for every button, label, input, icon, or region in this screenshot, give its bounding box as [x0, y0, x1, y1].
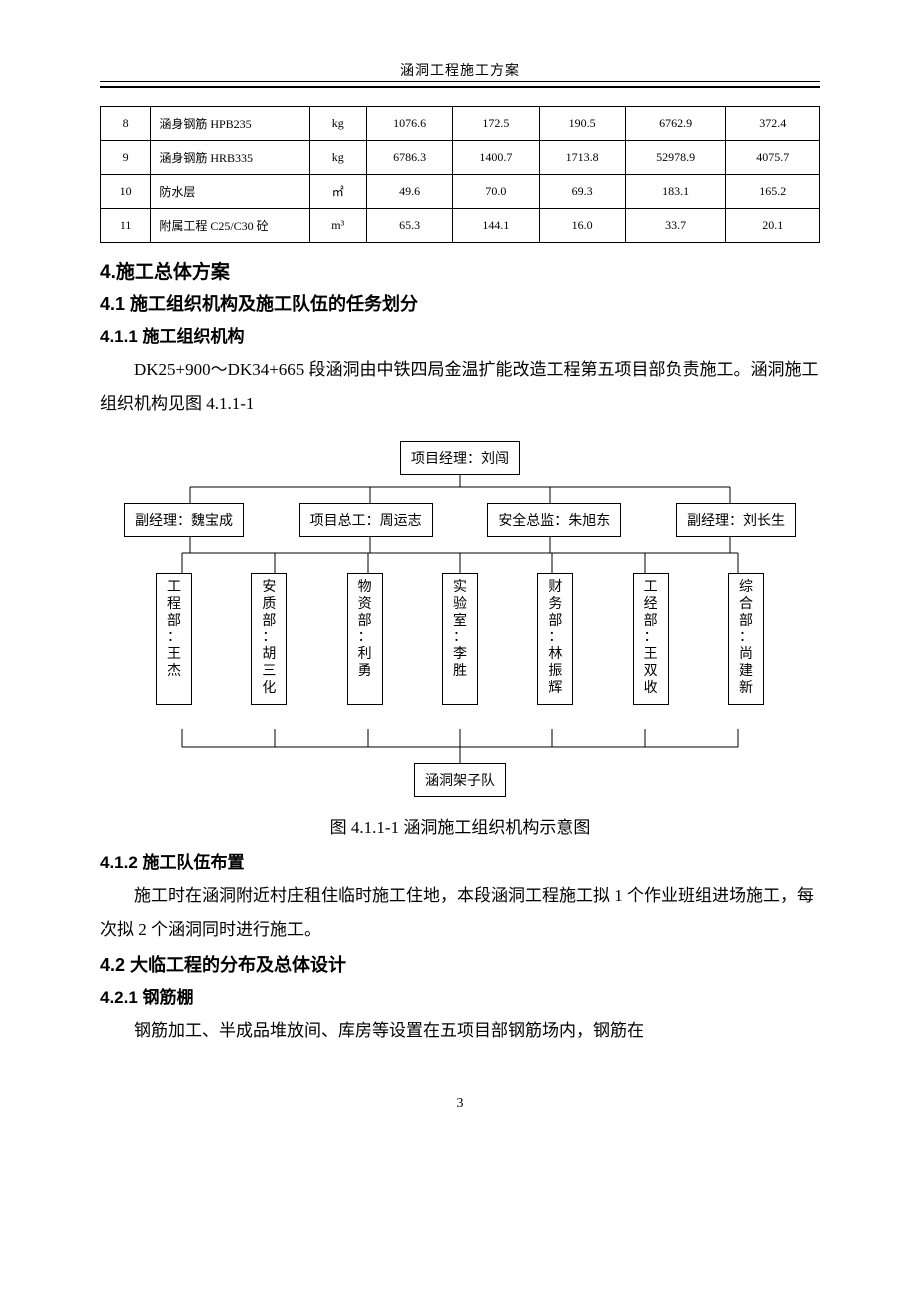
org-l3-6: 综合部：尚建新 — [728, 573, 764, 705]
cell-c5: 20.1 — [726, 209, 820, 243]
table-row: 8涵身钢筋 HPB235kg1076.6172.5190.56762.9372.… — [101, 107, 820, 141]
heading-4-2-1: 4.2.1 钢筋棚 — [100, 983, 820, 1008]
table-row: 11附属工程 C25/C30 砼m³65.3144.116.033.720.1 — [101, 209, 820, 243]
cell-no: 8 — [101, 107, 151, 141]
heading-4: 4.施工总体方案 — [100, 257, 820, 284]
quantity-table: 8涵身钢筋 HPB235kg1076.6172.5190.56762.9372.… — [100, 106, 820, 243]
org-l3-2: 物资部：利勇 — [347, 573, 383, 705]
cell-c5: 165.2 — [726, 175, 820, 209]
header-title-text: 涵洞工程施工方案 — [400, 64, 520, 79]
cell-c5: 4075.7 — [726, 141, 820, 175]
cell-c4: 52978.9 — [625, 141, 726, 175]
cell-no: 9 — [101, 141, 151, 175]
page-header: 涵洞工程施工方案 — [100, 60, 820, 88]
cell-c2: 172.5 — [453, 107, 539, 141]
cell-unit: ㎡ — [309, 175, 367, 209]
cell-no: 10 — [101, 175, 151, 209]
cell-unit: m³ — [309, 209, 367, 243]
cell-c3: 69.3 — [539, 175, 625, 209]
cell-c4: 6762.9 — [625, 107, 726, 141]
cell-c2: 70.0 — [453, 175, 539, 209]
heading-4-1: 4.1 施工组织机构及施工队伍的任务划分 — [100, 290, 820, 316]
figure-caption: 图 4.1.1-1 涵洞施工组织机构示意图 — [100, 813, 820, 838]
cell-c4: 33.7 — [625, 209, 726, 243]
cell-c1: 49.6 — [367, 175, 453, 209]
page-number: 3 — [100, 1096, 820, 1112]
cell-name: 附属工程 C25/C30 砼 — [151, 209, 309, 243]
cell-name: 涵身钢筋 HPB235 — [151, 107, 309, 141]
cell-c2: 144.1 — [453, 209, 539, 243]
cell-c2: 1400.7 — [453, 141, 539, 175]
org-l3-4: 财务部：林振辉 — [537, 573, 573, 705]
para-4-1-1: DK25+900～DK34+665 段涵洞由中铁四局金温扩能改造工程第五项目部负… — [100, 353, 820, 421]
cell-c3: 1713.8 — [539, 141, 625, 175]
table-row: 10防水层㎡49.670.069.3183.1165.2 — [101, 175, 820, 209]
cell-no: 11 — [101, 209, 151, 243]
org-l2-1: 项目总工：周运志 — [299, 503, 433, 537]
org-l3-1: 安质部：胡三化 — [251, 573, 287, 705]
cell-c1: 6786.3 — [367, 141, 453, 175]
heading-4-1-2: 4.1.2 施工队伍布置 — [100, 848, 820, 873]
cell-c5: 372.4 — [726, 107, 820, 141]
cell-name: 涵身钢筋 HRB335 — [151, 141, 309, 175]
org-chart: 项目经理：刘闯 副经理：魏宝成 项目总工：周运志 安全总监：朱旭东 副经理：刘长… — [120, 441, 800, 801]
org-l3-0: 工程部：王杰 — [156, 573, 192, 705]
cell-unit: kg — [309, 107, 367, 141]
cell-name: 防水层 — [151, 175, 309, 209]
org-l3-3: 实验室：李胜 — [442, 573, 478, 705]
cell-c3: 16.0 — [539, 209, 625, 243]
para-4-1-2: 施工时在涵洞附近村庄租住临时施工住地，本段涵洞工程施工拟 1 个作业班组进场施工… — [100, 879, 820, 947]
para-4-2-1: 钢筋加工、半成品堆放间、库房等设置在五项目部钢筋场内，钢筋在 — [100, 1014, 820, 1048]
org-l2-0: 副经理：魏宝成 — [124, 503, 244, 537]
org-l2-3: 副经理：刘长生 — [676, 503, 796, 537]
org-l3-5: 工经部：王双收 — [633, 573, 669, 705]
org-top: 项目经理：刘闯 — [400, 441, 520, 475]
org-l2-2: 安全总监：朱旭东 — [487, 503, 621, 537]
cell-c4: 183.1 — [625, 175, 726, 209]
heading-4-1-1: 4.1.1 施工组织机构 — [100, 322, 820, 347]
cell-unit: kg — [309, 141, 367, 175]
heading-4-2: 4.2 大临工程的分布及总体设计 — [100, 951, 820, 977]
cell-c3: 190.5 — [539, 107, 625, 141]
cell-c1: 65.3 — [367, 209, 453, 243]
org-bottom: 涵洞架子队 — [414, 763, 506, 797]
table-row: 9涵身钢筋 HRB335kg6786.31400.71713.852978.94… — [101, 141, 820, 175]
cell-c1: 1076.6 — [367, 107, 453, 141]
